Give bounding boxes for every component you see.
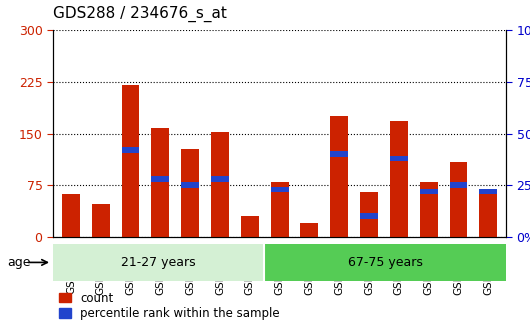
Bar: [420, 189, 438, 194]
Bar: [330, 116, 348, 237]
Text: 21-27 years: 21-27 years: [121, 256, 196, 269]
Bar: [92, 204, 110, 237]
Bar: [449, 182, 467, 188]
Text: GDS288 / 234676_s_at: GDS288 / 234676_s_at: [53, 6, 227, 22]
Bar: [152, 128, 169, 237]
Bar: [390, 121, 408, 237]
Bar: [62, 194, 80, 237]
Bar: [181, 149, 199, 237]
Bar: [360, 213, 378, 219]
Bar: [420, 182, 438, 237]
Text: age: age: [7, 256, 30, 269]
Legend: count, percentile rank within the sample: count, percentile rank within the sample: [59, 292, 280, 320]
Bar: [211, 132, 229, 237]
Bar: [330, 152, 348, 157]
Bar: [181, 182, 199, 188]
Bar: [211, 176, 229, 182]
Bar: [360, 192, 378, 237]
Bar: [152, 176, 169, 182]
Bar: [479, 190, 497, 237]
Text: 67-75 years: 67-75 years: [348, 256, 423, 269]
Bar: [301, 223, 319, 237]
Bar: [53, 244, 264, 281]
Bar: [121, 148, 139, 153]
Bar: [241, 216, 259, 237]
Bar: [271, 182, 288, 237]
Bar: [390, 156, 408, 161]
Bar: [264, 244, 506, 281]
Bar: [121, 85, 139, 237]
Bar: [479, 189, 497, 194]
Bar: [271, 186, 288, 192]
Bar: [449, 163, 467, 237]
